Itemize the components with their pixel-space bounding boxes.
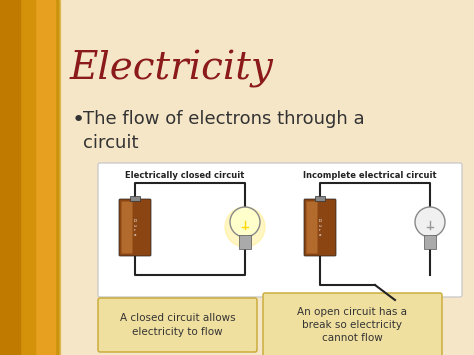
Text: Electrically closed circuit: Electrically closed circuit xyxy=(125,171,245,180)
Bar xyxy=(0,0,41,355)
Bar xyxy=(0,0,1,355)
Bar xyxy=(0,0,50,355)
Text: The flow of electrons through a
circuit: The flow of electrons through a circuit xyxy=(83,110,365,152)
Bar xyxy=(0,0,32,355)
Bar xyxy=(0,0,20,355)
FancyBboxPatch shape xyxy=(263,293,442,355)
Text: D
u
r
a: D u r a xyxy=(319,219,321,237)
Bar xyxy=(0,0,30,355)
Bar xyxy=(0,0,6,355)
Bar xyxy=(0,0,24,355)
Bar xyxy=(0,0,33,355)
Circle shape xyxy=(225,207,265,247)
Bar xyxy=(0,0,44,355)
Bar xyxy=(0,0,59,355)
Bar xyxy=(424,235,436,249)
Text: D
u
r
a: D u r a xyxy=(134,219,137,237)
FancyBboxPatch shape xyxy=(98,298,257,352)
Bar xyxy=(0,0,49,355)
Bar xyxy=(0,0,53,355)
Bar xyxy=(0,0,34,355)
Text: Incomplete electrical circuit: Incomplete electrical circuit xyxy=(303,171,437,180)
Bar xyxy=(0,0,31,355)
Bar xyxy=(0,0,39,355)
Bar xyxy=(0,0,52,355)
Bar xyxy=(0,0,58,355)
Bar xyxy=(0,0,17,355)
Bar xyxy=(0,0,28,355)
Bar xyxy=(0,0,13,355)
FancyBboxPatch shape xyxy=(307,202,318,253)
Bar xyxy=(0,0,15,355)
Bar xyxy=(0,0,7,355)
Bar xyxy=(0,0,45,355)
Bar xyxy=(0,0,26,355)
Bar xyxy=(0,0,27,355)
Bar xyxy=(0,0,23,355)
Bar xyxy=(0,0,51,355)
Bar xyxy=(0,0,40,355)
Bar xyxy=(0,0,22,355)
FancyBboxPatch shape xyxy=(304,199,336,256)
Bar xyxy=(0,0,60,355)
Bar xyxy=(0,0,35,355)
Bar xyxy=(0,0,29,355)
Bar xyxy=(0,0,14,355)
Bar xyxy=(0,0,38,355)
Text: Electricity: Electricity xyxy=(70,50,274,88)
Circle shape xyxy=(230,207,260,237)
Text: •: • xyxy=(72,110,85,130)
Bar xyxy=(0,0,36,355)
Bar xyxy=(0,0,46,355)
Bar xyxy=(0,0,54,355)
FancyBboxPatch shape xyxy=(98,163,462,297)
Bar xyxy=(0,0,57,355)
Bar xyxy=(0,0,35,355)
FancyBboxPatch shape xyxy=(121,202,133,253)
Bar xyxy=(0,0,8,355)
Bar xyxy=(0,0,37,355)
FancyBboxPatch shape xyxy=(119,199,151,256)
Bar xyxy=(0,0,9,355)
Bar xyxy=(0,0,19,355)
Bar xyxy=(315,196,325,201)
Text: A closed circuit allows
electricity to flow: A closed circuit allows electricity to f… xyxy=(120,313,235,337)
Bar xyxy=(130,196,140,201)
Bar xyxy=(0,0,4,355)
Bar xyxy=(0,0,47,355)
Bar xyxy=(0,0,48,355)
Bar xyxy=(239,235,251,249)
Bar xyxy=(0,0,10,355)
Bar xyxy=(0,0,43,355)
Bar xyxy=(0,0,11,355)
Bar xyxy=(0,0,5,355)
Bar xyxy=(0,0,42,355)
Text: An open circuit has a
break so electricity
cannot flow: An open circuit has a break so electrici… xyxy=(298,307,408,343)
Bar xyxy=(0,0,18,355)
Bar xyxy=(0,0,20,355)
Bar xyxy=(0,0,55,355)
Bar xyxy=(0,0,56,355)
Bar xyxy=(0,0,55,355)
Bar xyxy=(0,0,21,355)
Bar xyxy=(0,0,3,355)
Bar xyxy=(0,0,25,355)
Bar xyxy=(0,0,12,355)
Circle shape xyxy=(415,207,445,237)
Bar xyxy=(0,0,58,355)
Bar xyxy=(0,0,2,355)
Bar xyxy=(0,0,16,355)
